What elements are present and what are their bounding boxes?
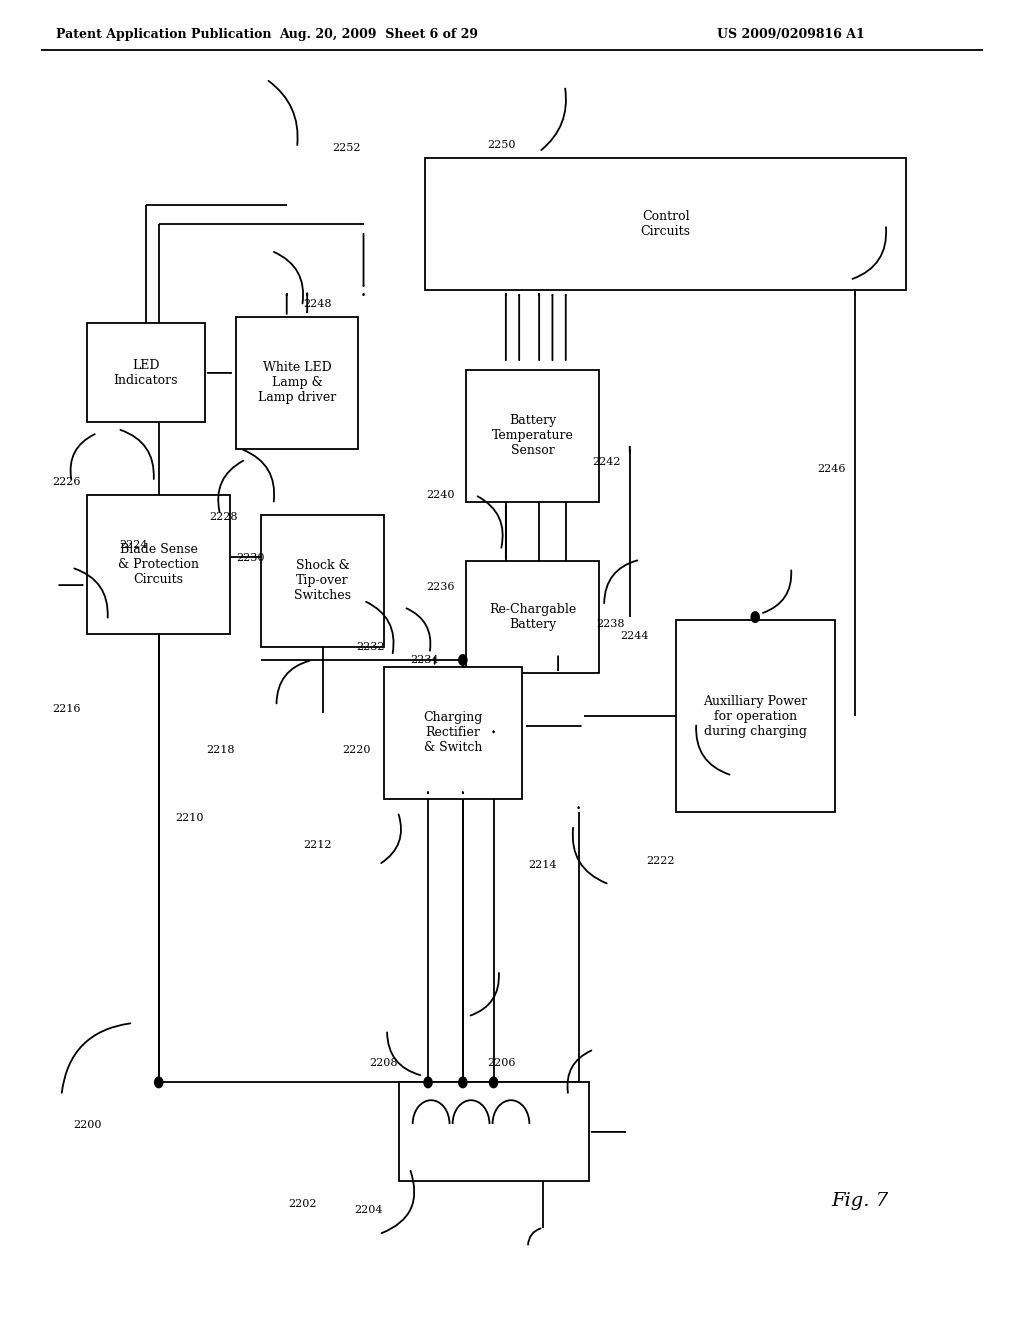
Text: 2234: 2234 [411, 655, 439, 665]
Text: 2226: 2226 [52, 477, 81, 487]
Circle shape [424, 1077, 432, 1088]
Bar [236, 317, 358, 449]
Text: 2250: 2250 [487, 140, 516, 150]
Circle shape [459, 1077, 467, 1088]
Text: Aug. 20, 2009  Sheet 6 of 29: Aug. 20, 2009 Sheet 6 of 29 [280, 28, 478, 41]
Text: 2230: 2230 [237, 553, 265, 564]
Text: Re-Chargable
Battery: Re-Chargable Battery [488, 603, 577, 631]
Text: Battery
Temperature
Sensor: Battery Temperature Sensor [492, 414, 573, 457]
Text: 2220: 2220 [342, 744, 371, 755]
Text: 2222: 2222 [646, 855, 675, 866]
Text: 2210: 2210 [175, 813, 204, 824]
Text: 2236: 2236 [426, 582, 455, 593]
Text: 2212: 2212 [303, 840, 332, 850]
Bar [261, 515, 384, 647]
Text: 2246: 2246 [817, 463, 846, 474]
Text: Blade Sense
& Protection
Circuits: Blade Sense & Protection Circuits [118, 543, 200, 586]
Text: Fig. 7: Fig. 7 [831, 1192, 889, 1210]
Text: White LED
Lamp &
Lamp driver: White LED Lamp & Lamp driver [258, 362, 336, 404]
Bar [466, 370, 599, 502]
Text: 2204: 2204 [354, 1205, 383, 1216]
Text: 2202: 2202 [288, 1199, 316, 1209]
Text: 2216: 2216 [52, 704, 81, 714]
Text: 2252: 2252 [332, 143, 360, 153]
Text: 2218: 2218 [206, 744, 234, 755]
Text: 2232: 2232 [356, 642, 385, 652]
Text: 2200: 2200 [73, 1119, 101, 1130]
Text: 2244: 2244 [621, 631, 649, 642]
Text: 2240: 2240 [426, 490, 455, 500]
Circle shape [489, 1077, 498, 1088]
Text: 2248: 2248 [303, 298, 332, 309]
Bar [676, 620, 835, 812]
Bar [399, 1082, 589, 1181]
Text: 2214: 2214 [528, 859, 557, 870]
Text: Charging
Rectifier
& Switch: Charging Rectifier & Switch [424, 711, 482, 754]
Bar [384, 667, 522, 799]
Bar [87, 495, 230, 634]
Text: 2208: 2208 [370, 1057, 398, 1068]
Text: Patent Application Publication: Patent Application Publication [56, 28, 271, 41]
Bar [425, 158, 906, 290]
Text: 2224: 2224 [119, 540, 147, 550]
Text: 2238: 2238 [596, 619, 625, 630]
Text: 2228: 2228 [209, 512, 238, 523]
Text: Shock &
Tip-over
Switches: Shock & Tip-over Switches [294, 560, 351, 602]
Text: Control
Circuits: Control Circuits [641, 210, 690, 239]
Text: US 2009/0209816 A1: US 2009/0209816 A1 [717, 28, 864, 41]
Text: 2206: 2206 [487, 1057, 516, 1068]
Bar [87, 323, 205, 422]
Text: Auxilliary Power
for operation
during charging: Auxilliary Power for operation during ch… [703, 694, 807, 738]
Bar [466, 561, 599, 673]
Text: LED
Indicators: LED Indicators [114, 359, 178, 387]
Circle shape [459, 655, 467, 665]
Text: 2242: 2242 [592, 457, 621, 467]
Circle shape [752, 612, 760, 623]
Circle shape [155, 1077, 163, 1088]
